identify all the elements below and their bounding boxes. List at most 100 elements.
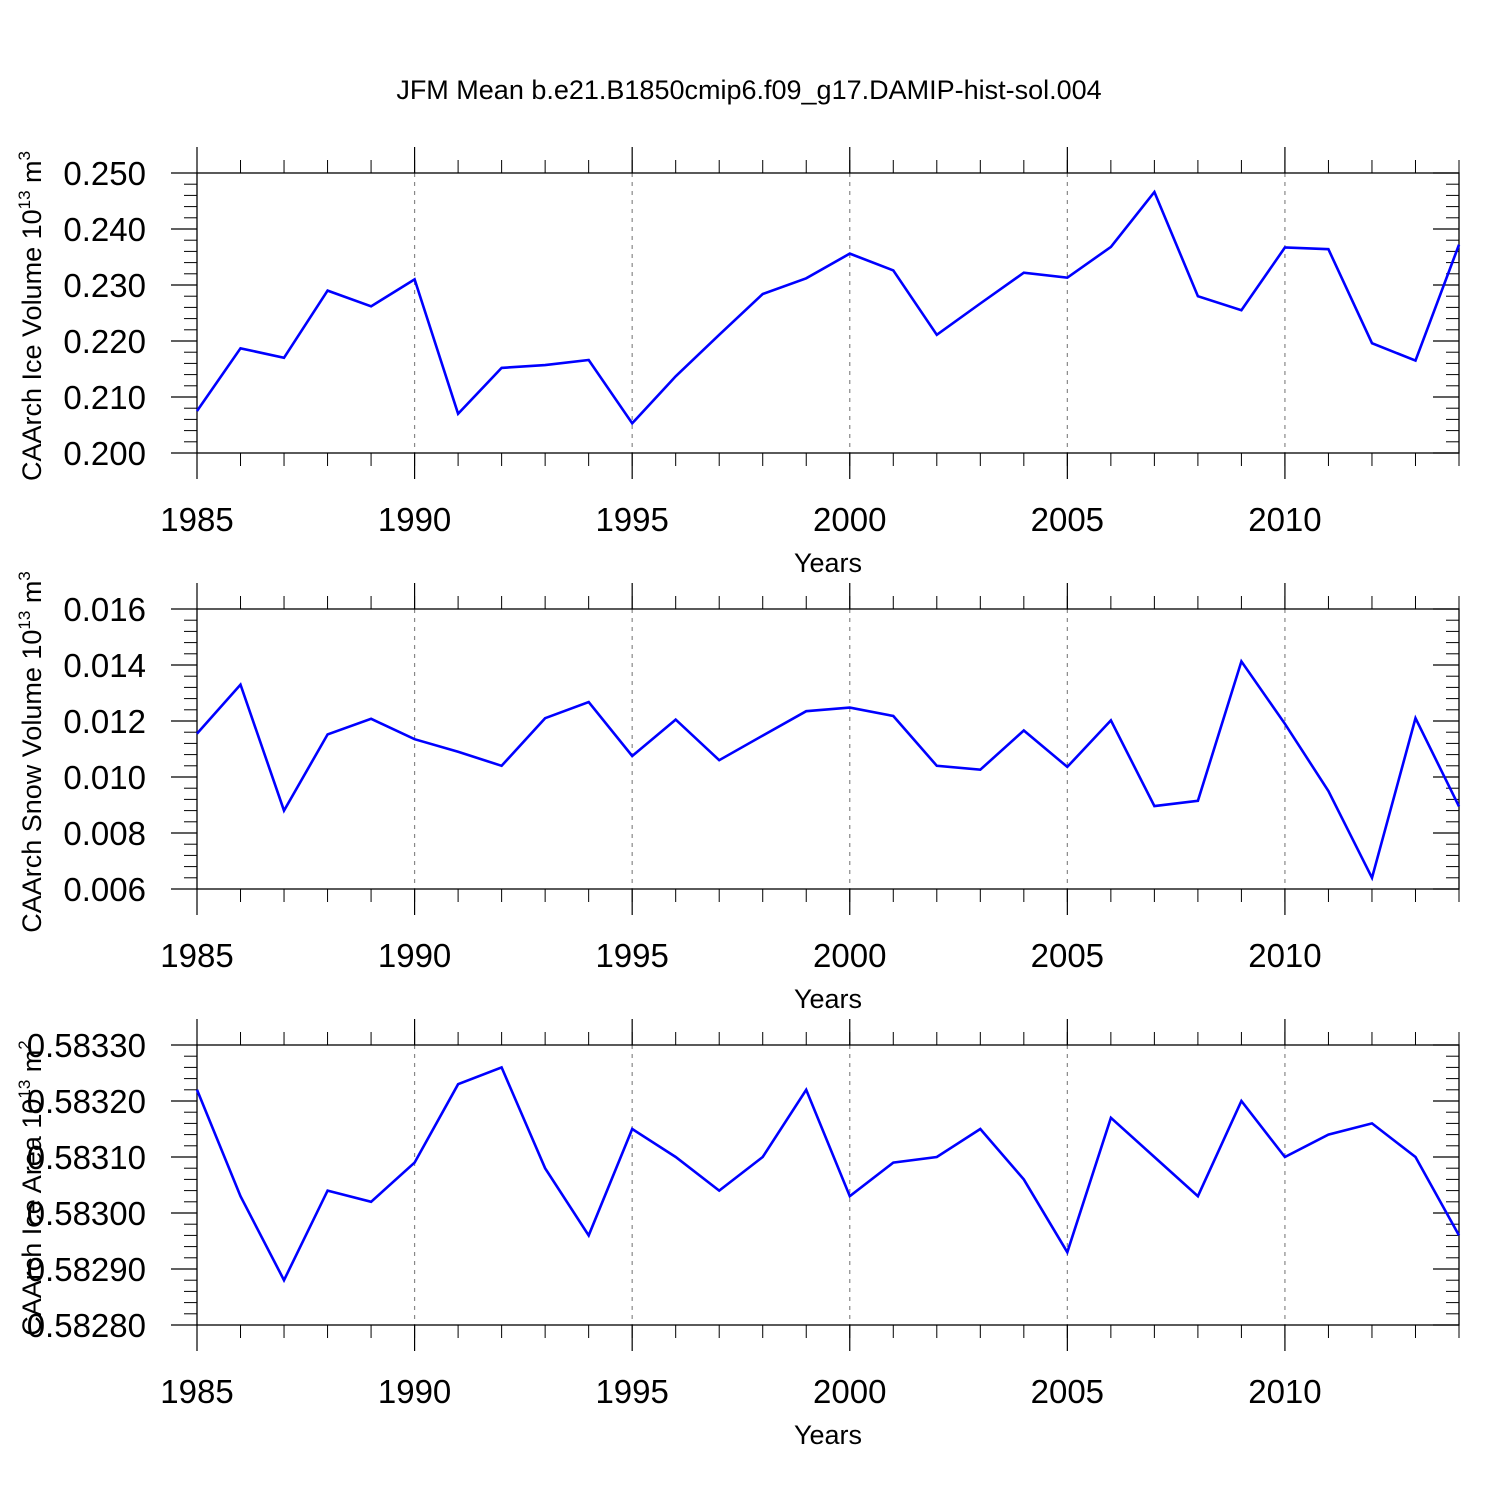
data-point (282, 809, 286, 813)
data-point (500, 764, 504, 768)
data-point (630, 754, 634, 758)
data-point (1022, 1177, 1026, 1181)
data-point (935, 764, 939, 768)
plot-frame (196, 1044, 1460, 1326)
data-point (717, 758, 721, 762)
x-tick-label: 1995 (595, 1373, 668, 1410)
data-point (761, 292, 765, 296)
data-point (935, 333, 939, 337)
data-point (1022, 729, 1026, 733)
data-point (1239, 1099, 1243, 1103)
data-point (326, 289, 330, 293)
data-point (195, 732, 199, 736)
x-tick-label: 2005 (1031, 937, 1104, 974)
data-point (891, 714, 895, 718)
y-tick-label: 0.58300 (27, 1195, 146, 1232)
y-tick-label: 0.008 (63, 815, 146, 852)
x-axis-label: Years (794, 984, 862, 1014)
data-point (500, 366, 504, 370)
y-tick-label: 0.016 (63, 591, 146, 628)
data-point (1326, 247, 1330, 251)
data-point (1022, 271, 1026, 275)
data-point (1457, 804, 1461, 808)
data-point (369, 717, 373, 721)
data-point (1370, 876, 1374, 880)
data-point (848, 252, 852, 256)
data-point (630, 421, 634, 425)
data-point (326, 1189, 330, 1193)
data-point (1239, 659, 1243, 663)
data-point (1283, 245, 1287, 249)
x-tick-label: 1990 (378, 501, 451, 538)
chart-panel-3: 0.58280 0.58290 0.58300 0.58310 0.58320 0.583… (15, 1019, 1461, 1450)
data-point (500, 1065, 504, 1069)
y-tick-label: 0.010 (63, 759, 146, 796)
x-tick-label: 1990 (378, 1373, 451, 1410)
data-point (239, 683, 243, 687)
series-line (196, 658, 1461, 882)
data-point (674, 718, 678, 722)
data-point (282, 1278, 286, 1282)
x-axis-label: Years (794, 1420, 862, 1450)
data-point (1065, 765, 1069, 769)
data-point (195, 409, 199, 413)
y-tick-label: 0.200 (63, 435, 146, 472)
y-tick-label: 0.58290 (27, 1251, 146, 1288)
x-tick-label: 2005 (1031, 1373, 1104, 1410)
data-point (413, 277, 417, 281)
y-tick-label: 0.230 (63, 267, 146, 304)
x-axis-label: Years (794, 548, 862, 578)
data-point (717, 1189, 721, 1193)
data-point (239, 1194, 243, 1198)
data-point (543, 1166, 547, 1170)
series-line (195, 1065, 1461, 1284)
y-axis-label: CAArch Ice Volume 1013 m3 (15, 151, 47, 481)
chart-panel-1: 0.200 0.210 0.220 0.230 0.240 0.250 1985 1990 19… (15, 147, 1461, 578)
y-tick-label: 0.210 (63, 379, 146, 416)
data-point (804, 276, 808, 280)
y-tick-label: 0.014 (63, 647, 146, 684)
x-tick-label: 2010 (1248, 501, 1321, 538)
data-point (1109, 245, 1113, 249)
data-point (282, 356, 286, 360)
x-tick-label: 2000 (813, 937, 886, 974)
data-point (1239, 308, 1243, 312)
data-point (630, 1127, 634, 1131)
data-point (935, 1155, 939, 1159)
y-tick-label: 0.240 (63, 211, 146, 248)
data-point (1109, 718, 1113, 722)
data-point (1413, 716, 1417, 720)
data-point (1065, 276, 1069, 280)
data-point (848, 706, 852, 710)
data-point (543, 716, 547, 720)
data-point (978, 1127, 982, 1131)
y-tick-label: 0.012 (63, 703, 146, 740)
data-point (239, 346, 243, 350)
y-tick-label: 0.220 (63, 323, 146, 360)
y-tick-label: 0.58280 (27, 1307, 146, 1344)
data-point (1283, 1155, 1287, 1159)
data-point (848, 1194, 852, 1198)
data-point (1370, 341, 1374, 345)
data-point (1457, 243, 1461, 247)
data-point (1109, 1116, 1113, 1120)
data-point (456, 412, 460, 416)
data-point (1370, 1121, 1374, 1125)
y-tick-label: 0.58310 (27, 1139, 146, 1176)
plot-frame (196, 172, 1460, 454)
plot-frame (196, 608, 1460, 890)
data-point (1283, 722, 1287, 726)
data-point (195, 1088, 199, 1092)
data-point (1152, 804, 1156, 808)
y-tick-label: 0.58320 (27, 1083, 146, 1120)
data-point (891, 268, 895, 272)
series-line (195, 189, 1461, 426)
data-point (717, 333, 721, 337)
y-tick-label: 0.58330 (27, 1027, 146, 1064)
data-point (978, 301, 982, 305)
data-point (674, 1155, 678, 1159)
data-point (804, 709, 808, 713)
x-tick-label: 1985 (160, 1373, 233, 1410)
data-point (1196, 799, 1200, 803)
y-tick-label: 0.250 (63, 155, 146, 192)
